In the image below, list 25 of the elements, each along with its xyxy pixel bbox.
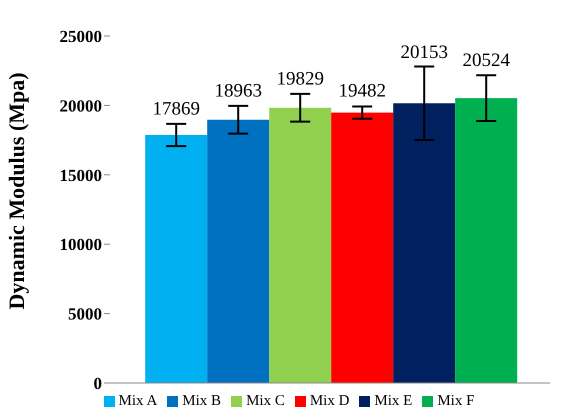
y-axis-title: Dynamic Modulus (Mpa) xyxy=(4,72,29,310)
legend-label: Mix F xyxy=(437,393,474,409)
legend-label: Mix D xyxy=(310,393,350,409)
data-label: 18963 xyxy=(214,80,262,102)
bar xyxy=(207,120,270,383)
legend-label: Mix A xyxy=(118,393,158,409)
y-tick-label: 15000 xyxy=(60,166,102,185)
y-tick-label: 0 xyxy=(94,374,102,394)
legend-label: Mix C xyxy=(246,393,285,409)
bar xyxy=(145,134,208,383)
y-tick-label: 10000 xyxy=(60,235,102,254)
y-tick-label: 25000 xyxy=(60,27,102,46)
legend-label: Mix B xyxy=(182,393,222,409)
data-label: 17869 xyxy=(152,98,200,120)
data-label: 20524 xyxy=(462,50,510,72)
data-label: 20153 xyxy=(400,42,448,64)
data-label: 19482 xyxy=(338,80,386,102)
bar xyxy=(455,98,518,383)
legend-label: Mix E xyxy=(374,393,412,409)
bar xyxy=(393,103,456,383)
y-tick-label: 20000 xyxy=(60,96,102,116)
bar xyxy=(331,112,394,383)
bar xyxy=(269,108,332,383)
y-tick-label: 5000 xyxy=(68,304,102,324)
data-label: 19829 xyxy=(276,68,324,90)
